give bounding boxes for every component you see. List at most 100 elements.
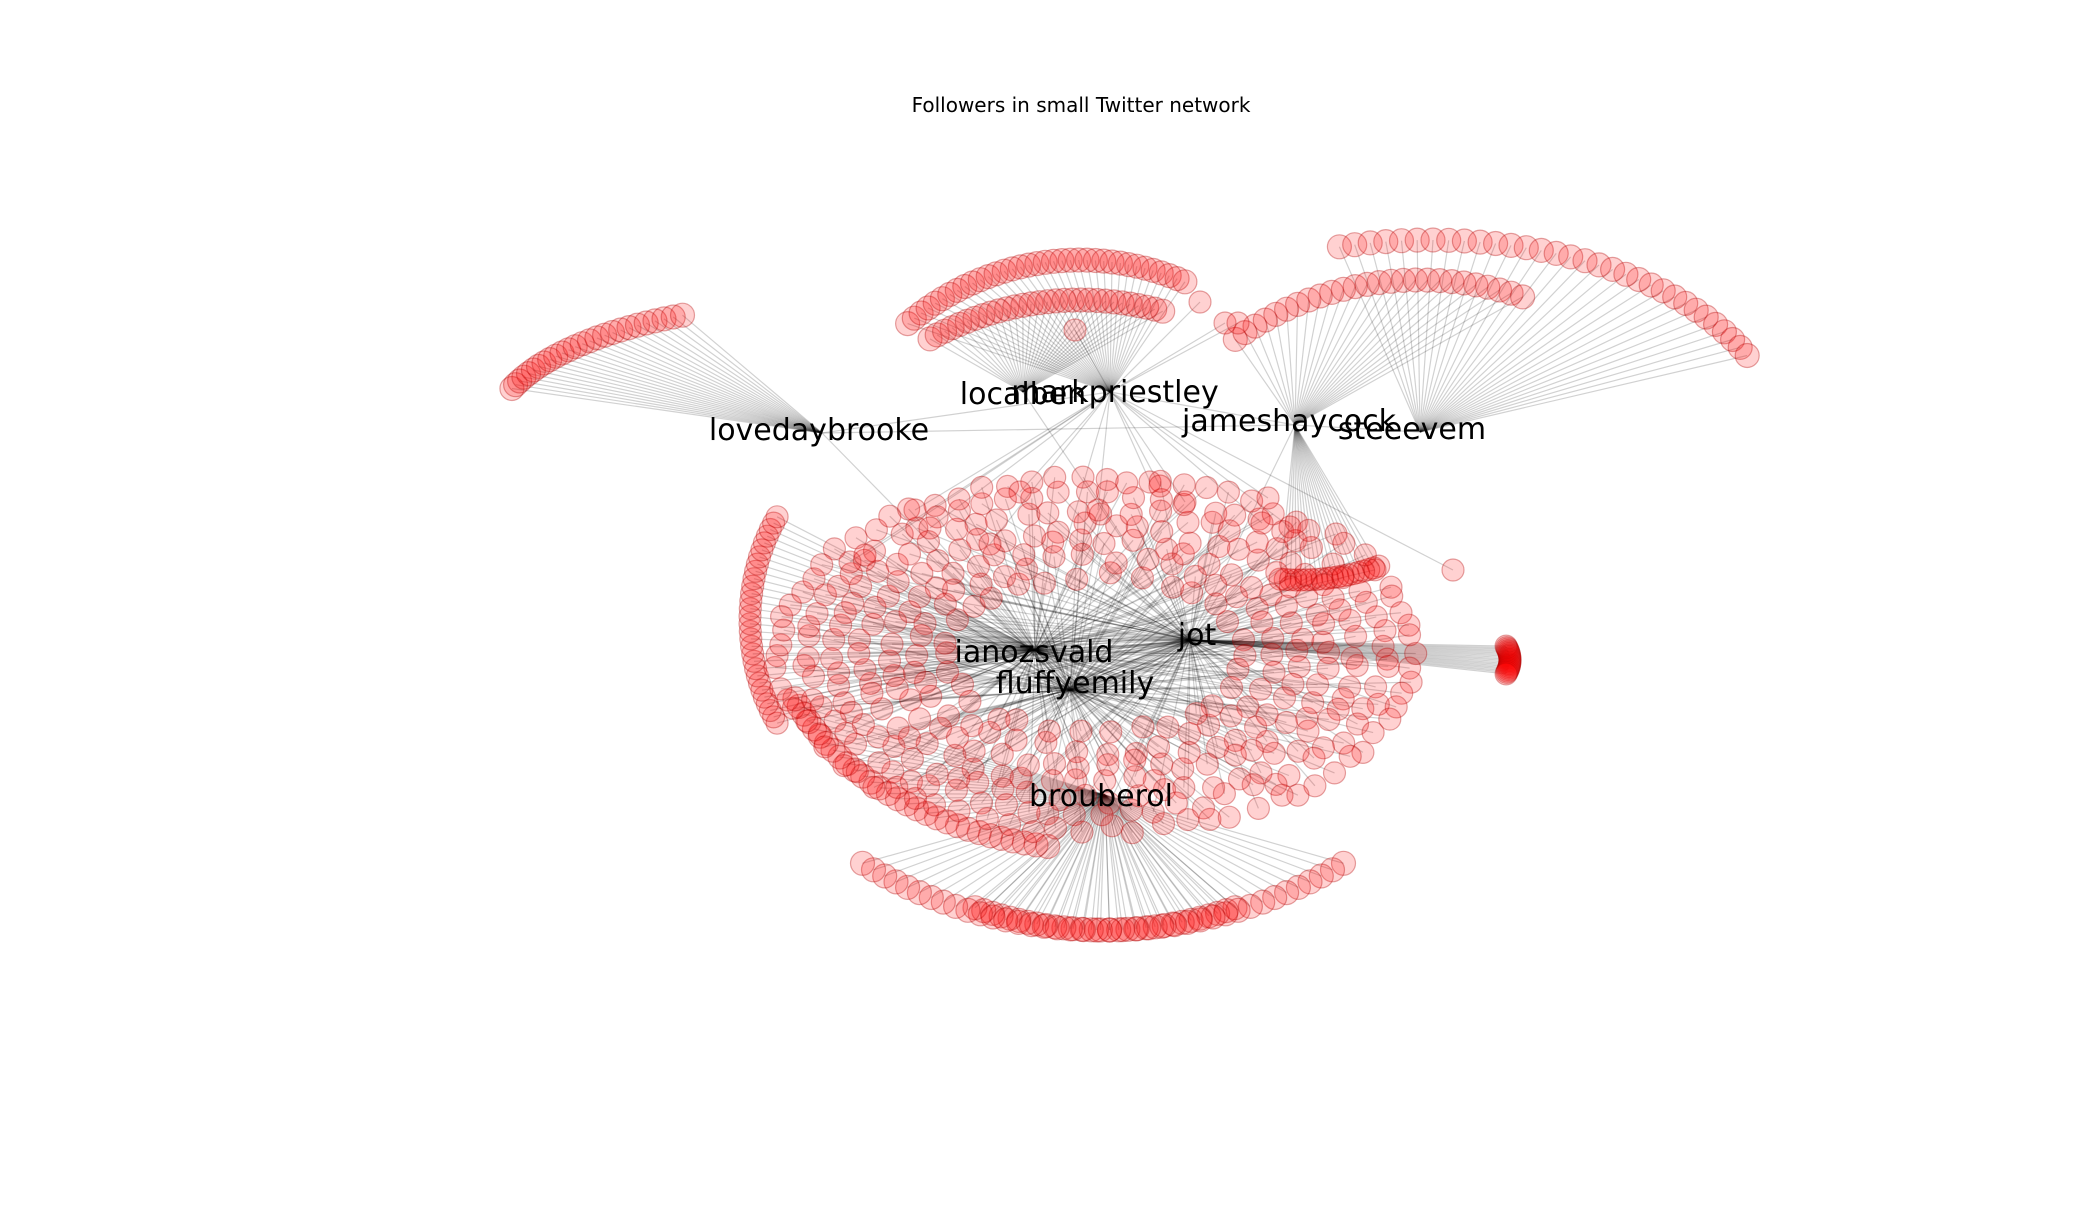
- follower-node: [1343, 624, 1368, 648]
- follower-node: [903, 498, 927, 522]
- follower-edge: [637, 324, 823, 434]
- follower-edge: [1419, 338, 1733, 433]
- follower-node: [738, 596, 762, 621]
- follower-node: [930, 889, 956, 915]
- follower-edge: [955, 794, 1106, 907]
- follower-node: [1096, 917, 1123, 943]
- follower-edge: [1189, 639, 1510, 656]
- follower-node: [1284, 291, 1311, 317]
- follower-node: [1261, 502, 1285, 526]
- follower-node: [1303, 774, 1327, 798]
- follower-edge: [1034, 487, 1207, 651]
- follower-node: [1341, 562, 1366, 586]
- follower-edge: [864, 391, 1111, 556]
- follower-edge: [897, 689, 1071, 729]
- follower-edge: [991, 597, 1191, 641]
- follower-node: [1084, 287, 1110, 314]
- follower-edge: [889, 515, 1071, 691]
- follower-node: [1223, 503, 1247, 527]
- follower-edge: [1090, 794, 1106, 930]
- follower-edge: [1104, 794, 1276, 899]
- follower-edge: [1189, 614, 1318, 641]
- follower-edge: [1034, 649, 1155, 782]
- follower-node: [1037, 719, 1061, 743]
- follower-node: [1278, 568, 1303, 592]
- follower-edge: [1036, 263, 1111, 393]
- follower-edge: [864, 559, 1191, 641]
- follower-node: [1219, 563, 1244, 587]
- follower-edge: [843, 639, 1191, 767]
- follower-edge: [1109, 278, 1178, 393]
- follower-edge: [799, 705, 1106, 796]
- follower-node: [1011, 830, 1038, 856]
- follower-edge: [1104, 794, 1311, 883]
- follower-node: [1265, 537, 1289, 561]
- follower-edge: [855, 689, 1071, 745]
- follower-edge: [897, 794, 1106, 800]
- follower-edge: [1034, 649, 1103, 815]
- follower-node: [1572, 248, 1598, 274]
- follower-edge: [1034, 649, 1236, 756]
- follower-edge: [1189, 639, 1210, 726]
- follower-node: [752, 685, 777, 709]
- follower-edge: [1069, 689, 1082, 732]
- follower-node: [1311, 573, 1336, 597]
- follower-edge: [1022, 300, 1065, 393]
- follower-edge: [1109, 322, 1226, 393]
- follower-node: [1015, 252, 1042, 278]
- follower-node: [1388, 228, 1415, 254]
- follower-node: [939, 315, 965, 341]
- follower-edge: [1189, 639, 1507, 675]
- follower-node: [1379, 575, 1403, 599]
- follower-node: [969, 572, 993, 596]
- follower-edge: [1028, 264, 1111, 393]
- follower-node: [842, 757, 868, 783]
- follower-node: [1497, 654, 1521, 679]
- follower-edge: [1030, 794, 1106, 925]
- follower-node: [1099, 249, 1125, 275]
- follower-edge: [1264, 319, 1296, 426]
- follower-node: [795, 709, 819, 733]
- follower-edge: [561, 352, 823, 434]
- follower-edge: [1034, 521, 1189, 651]
- follower-node: [1463, 272, 1489, 298]
- follower-node: [1389, 601, 1413, 625]
- follower-node: [945, 725, 970, 750]
- follower-node: [1311, 630, 1335, 654]
- hub-label-localben: localben: [960, 377, 1086, 412]
- follower-edge: [1017, 583, 1071, 691]
- follower-node: [797, 624, 821, 648]
- follower-node: [1326, 234, 1353, 260]
- follower-node: [745, 552, 770, 576]
- follower-node: [826, 674, 851, 698]
- follower-edge: [1108, 639, 1191, 804]
- follower-edge: [1034, 577, 1143, 651]
- follower-node: [994, 296, 1020, 322]
- follower-node: [903, 786, 928, 811]
- follower-node: [845, 760, 869, 784]
- follower-edge: [612, 331, 823, 434]
- follower-node: [861, 612, 885, 636]
- follower-edge: [981, 503, 1191, 641]
- follower-node: [1024, 251, 1050, 277]
- follower-edge: [1057, 531, 1191, 641]
- follower-edge: [1189, 639, 1268, 716]
- follower-node: [1127, 784, 1151, 808]
- follower-node: [823, 709, 847, 733]
- follower-edge: [1294, 424, 1375, 569]
- follower-edge: [1104, 794, 1299, 888]
- follower-edge: [1294, 424, 1339, 578]
- follower-edge: [934, 504, 1191, 641]
- follower-edge: [972, 639, 1191, 770]
- follower-edge: [1074, 329, 1111, 393]
- follower-node: [739, 589, 763, 613]
- follower-edge: [1022, 302, 1040, 393]
- follower-node: [838, 550, 862, 574]
- follower-node: [624, 312, 651, 338]
- follower-edge: [1034, 649, 1335, 774]
- follower-node: [1064, 740, 1089, 764]
- follower-node: [1095, 467, 1119, 492]
- follower-node: [1172, 269, 1198, 295]
- follower-node: [1285, 638, 1309, 663]
- follower-edge: [1034, 649, 1077, 781]
